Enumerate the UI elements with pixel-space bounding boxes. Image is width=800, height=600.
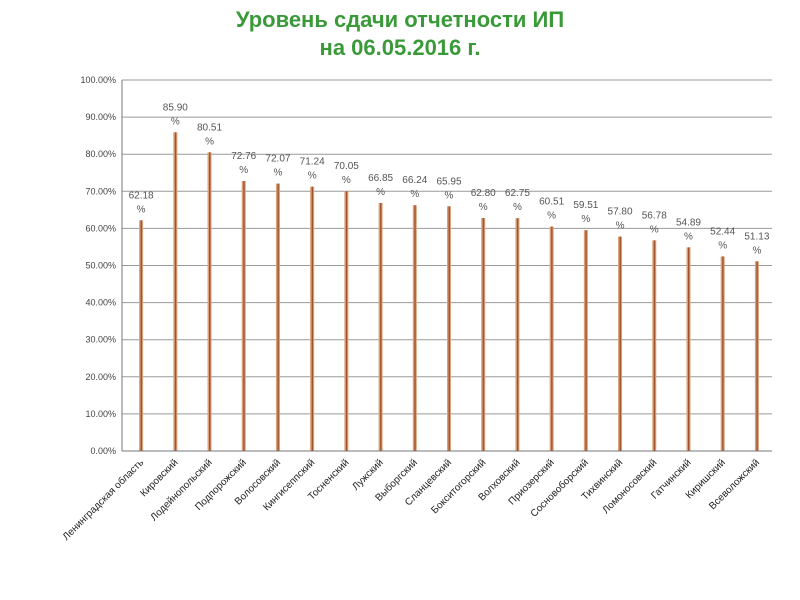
data-label-percent: % (684, 231, 693, 242)
data-label-value: 66.24 (402, 175, 427, 186)
data-label-percent: % (547, 211, 556, 222)
bar-edge (277, 183, 279, 451)
bar (447, 206, 451, 451)
x-axis: Ленинградская областьКировскийЛодейнопол… (60, 450, 772, 543)
bar-edge (243, 181, 245, 451)
bar (241, 181, 246, 451)
data-label-percent: % (616, 221, 625, 232)
bar-edge (311, 186, 314, 452)
bar-edge (414, 205, 416, 451)
bar-edge (722, 256, 724, 451)
data-label-percent: % (273, 168, 282, 179)
bar (720, 256, 725, 451)
bar (652, 240, 657, 451)
y-axis: 0.00% 10.00% 20.00% 30.00% 40.00% 50.00% 60.00… (80, 75, 123, 456)
data-label-value: 62.80 (471, 188, 496, 199)
bar (481, 218, 486, 451)
data-label-percent: % (513, 202, 522, 213)
data-label-value: 71.24 (300, 157, 325, 168)
data-label-value: 72.76 (231, 151, 256, 162)
y-tick-label: 60.00% (85, 223, 116, 233)
data-label-percent: % (239, 165, 248, 176)
bar (515, 218, 520, 451)
data-label-value: 52.44 (710, 226, 735, 237)
bar (618, 236, 623, 451)
bar (754, 261, 759, 451)
bar (275, 183, 280, 451)
bar (207, 152, 212, 451)
data-label-value: 62.75 (505, 188, 530, 199)
y-tick-label: 10.00% (85, 409, 116, 419)
data-labels: 62.18% 85.90% 80.51% 72.76% 72.07% 71.24% 70.0… (129, 102, 770, 256)
data-label-percent: % (581, 214, 590, 225)
bar (549, 226, 554, 451)
x-tick-label: Сосновоборский (528, 457, 591, 520)
y-tick-label: 30.00% (85, 335, 116, 345)
y-tick-label: 80.00% (85, 149, 116, 159)
data-label-value: 51.13 (744, 231, 769, 242)
bar-edge (619, 236, 621, 451)
data-label-value: 59.51 (573, 200, 598, 211)
y-tick-label: 50.00% (85, 261, 116, 271)
data-label-value: 65.95 (436, 176, 461, 187)
y-tick-label: 40.00% (85, 298, 116, 308)
x-tick-label: Лужский (350, 457, 385, 492)
data-label-value: 66.85 (368, 173, 393, 184)
y-tick-label: 0.00% (90, 446, 116, 456)
bar (344, 191, 349, 451)
bar-edge (653, 240, 656, 451)
data-label-value: 54.89 (676, 217, 701, 228)
bar (310, 186, 315, 452)
bar (412, 205, 417, 451)
data-label-percent: % (752, 245, 761, 256)
bars (139, 132, 759, 452)
bar-edge (482, 218, 485, 451)
data-label-value: 56.78 (642, 210, 667, 221)
data-label-percent: % (479, 202, 488, 213)
data-label-percent: % (650, 224, 659, 235)
data-label-percent: % (171, 116, 180, 127)
data-label-value: 85.90 (163, 102, 188, 113)
bar-edge (140, 220, 143, 451)
chart-title: Уровень сдачи отчетности ИП на 06.05.201… (0, 6, 800, 62)
data-label-percent: % (718, 240, 727, 251)
y-tick-label: 20.00% (85, 372, 116, 382)
data-label-value: 72.07 (265, 154, 290, 165)
bar-edge (380, 202, 382, 451)
bar-edge (516, 218, 519, 451)
bar-edge (585, 230, 587, 451)
y-tick-label: 70.00% (85, 186, 116, 196)
y-tick-label: 100.00% (80, 75, 116, 85)
chart-title-line-1: Уровень сдачи отчетности ИП (235, 7, 565, 32)
data-label-percent: % (445, 190, 454, 201)
data-label-percent: % (205, 136, 214, 147)
data-label-percent: % (376, 187, 385, 198)
y-tick-label: 90.00% (85, 112, 116, 122)
data-label-percent: % (137, 204, 146, 215)
bar-edge (345, 191, 348, 451)
data-label-value: 62.18 (129, 190, 154, 201)
bar-edge (174, 132, 177, 451)
bar-edge (448, 206, 450, 451)
x-tick-label: Ленинградская область (60, 457, 146, 543)
data-label-value: 57.80 (608, 207, 633, 218)
data-label-value: 80.51 (197, 122, 222, 133)
chart-title-line-2: на 06.05.2016 г. (319, 35, 481, 60)
data-label-value: 60.51 (539, 197, 564, 208)
bar-edge (209, 152, 211, 451)
bar (173, 132, 178, 451)
bar-edge (551, 226, 553, 451)
x-tick-label: Лодейнопольский (149, 457, 215, 523)
bar (583, 230, 588, 451)
data-label-percent: % (342, 175, 351, 186)
data-label-percent: % (410, 189, 419, 200)
bar (378, 202, 383, 451)
bar (139, 220, 144, 451)
bar-edge (687, 247, 690, 451)
bar (686, 247, 691, 451)
bar-edge (756, 261, 758, 451)
data-label-percent: % (308, 171, 317, 182)
data-label-value: 70.05 (334, 161, 359, 172)
